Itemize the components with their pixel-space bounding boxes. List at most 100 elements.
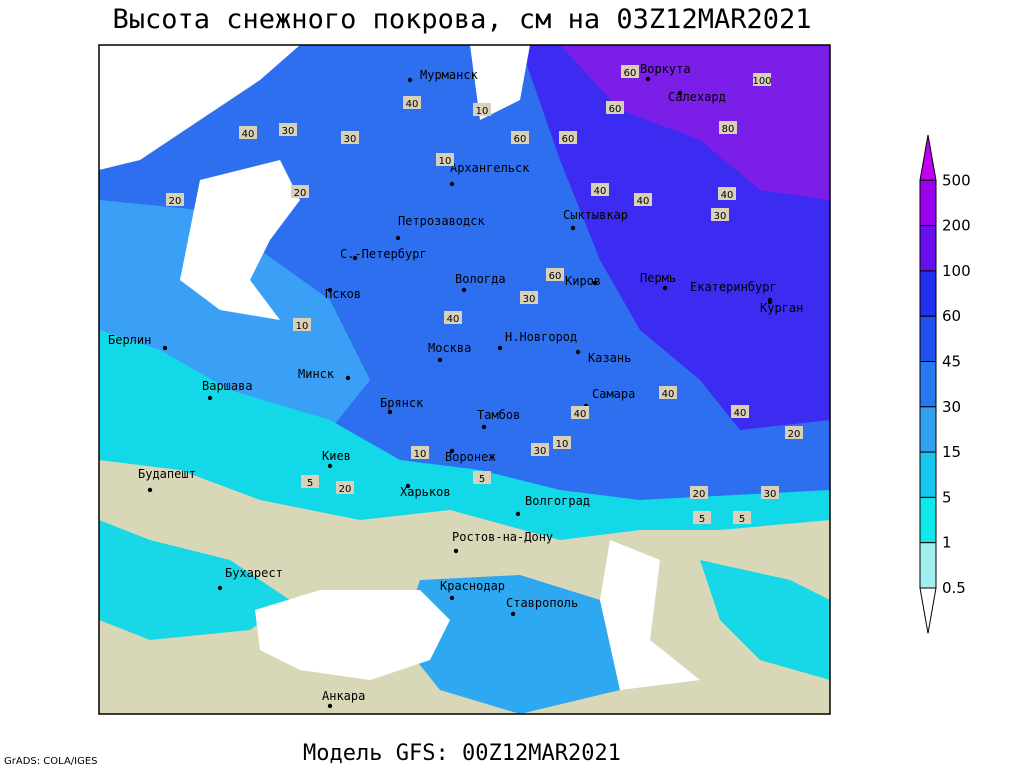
city-label: Казань — [588, 351, 631, 365]
snow-caucasus — [400, 575, 620, 714]
city-label: Волгоград — [525, 494, 590, 508]
contour-label: 10 — [439, 156, 452, 167]
footer: Модель GFS: 00Z12MAR2021 — [303, 741, 621, 766]
contour-label-bg — [403, 96, 421, 109]
colorbar-swatch — [919, 406, 937, 453]
contour-label-bg — [733, 511, 751, 524]
contour-label-bg — [719, 121, 737, 134]
contour-label: 30 — [534, 446, 547, 457]
city-label: Харьков — [400, 485, 451, 499]
title: Высота снежного покрова, см на 03Z12MAR2… — [113, 4, 812, 35]
city-label: Анкара — [322, 689, 365, 703]
colorbar-swatch — [919, 179, 937, 227]
contour-label: 20 — [788, 429, 801, 440]
city-label: Бухарест — [225, 566, 283, 580]
colorbar-swatch — [919, 361, 937, 408]
contour-label: 20 — [169, 196, 182, 207]
black-sea — [255, 590, 450, 680]
contour-label: 10 — [476, 106, 489, 117]
city-label: Берлин — [108, 333, 151, 347]
city-dot — [497, 345, 503, 351]
colorbar-label: 200 — [942, 217, 971, 235]
contour-label-bg — [634, 193, 652, 206]
city-label: Киев — [322, 449, 351, 463]
contour-label: 20 — [693, 489, 706, 500]
contour-label: 5 — [479, 474, 485, 485]
city-dot — [515, 511, 521, 517]
colorbar-swatch — [919, 270, 937, 317]
city-dot — [662, 285, 668, 291]
contour-label-bg — [591, 183, 609, 196]
contour-label-bg — [301, 475, 319, 488]
city-dot — [449, 181, 455, 187]
contour-label-bg — [336, 481, 354, 494]
city-label: Салехард — [668, 90, 726, 104]
colorbar-cap-bottom — [919, 587, 937, 634]
colorbar-cap-top — [919, 134, 937, 181]
contour-label-bg — [606, 101, 624, 114]
contour-label: 40 — [406, 99, 419, 110]
norwegian-sea — [99, 45, 300, 170]
contour-label: 10 — [296, 321, 309, 332]
city-dot — [767, 299, 773, 305]
snow-thin-south — [99, 520, 290, 640]
city-dot — [677, 90, 683, 96]
contour-label-bg — [546, 268, 564, 281]
city-label: Мурманск — [420, 68, 479, 82]
contour-label-bg — [711, 208, 729, 221]
city-label: Самара — [592, 387, 635, 401]
city-label: Воронеж — [445, 450, 496, 464]
contour-label: 40 — [662, 389, 675, 400]
city-label: Москва — [428, 341, 471, 355]
city-label: Пермь — [640, 271, 676, 285]
contour-label-bg — [693, 511, 711, 524]
city-label: Киров — [565, 274, 601, 288]
contour-label: 60 — [609, 104, 622, 115]
contour-label-bg — [520, 291, 538, 304]
contour-label-bg — [291, 185, 309, 198]
city-dot — [575, 349, 581, 355]
contour-label: 60 — [549, 271, 562, 282]
city-dot — [510, 611, 516, 617]
contour-label: 60 — [562, 134, 575, 145]
colorbar: 500 200 100 60 45 30 15 5 1 0.5 — [919, 134, 971, 634]
city-label: Ставрополь — [506, 596, 578, 610]
contour-label-bg — [571, 406, 589, 419]
city-dot — [352, 255, 358, 261]
contour-label: 5 — [307, 478, 313, 489]
contour-label-bg — [785, 426, 803, 439]
city-dot — [395, 235, 401, 241]
city-dot — [449, 448, 455, 454]
city-dot — [407, 77, 413, 83]
colorbar-label: 60 — [942, 307, 961, 325]
contour-label-bg — [341, 131, 359, 144]
contour-label: 30 — [714, 211, 727, 222]
contour-label-bg — [473, 103, 491, 116]
contour-label-bg — [753, 73, 771, 86]
contour-label: 30 — [764, 489, 777, 500]
colorbar-swatch — [919, 451, 937, 498]
city-label: Краснодар — [440, 579, 505, 593]
city-dot — [645, 76, 651, 82]
city-label: Екатеринбург — [690, 280, 777, 294]
city-dot — [481, 424, 487, 430]
city-label: С.-Петербург — [340, 247, 427, 261]
city-label: Н.Новгород — [505, 330, 577, 344]
city-dot — [592, 280, 598, 286]
colorbar-label: 45 — [942, 353, 961, 371]
contour-label: 40 — [721, 190, 734, 201]
city-dot — [327, 703, 333, 709]
city-dot — [461, 287, 467, 293]
city-label: Варшава — [202, 379, 253, 393]
city-label: Архангельск — [450, 161, 530, 175]
city-dot — [207, 395, 213, 401]
city-dot — [387, 409, 393, 415]
contour-label-bg — [553, 436, 571, 449]
city-label: Брянск — [380, 396, 424, 410]
contour-label-bg — [411, 446, 429, 459]
city-dot — [217, 585, 223, 591]
credit: GrADS: COLA/IGES — [4, 756, 98, 767]
map-frame — [98, 44, 831, 715]
contour-label: 100 — [752, 76, 771, 87]
